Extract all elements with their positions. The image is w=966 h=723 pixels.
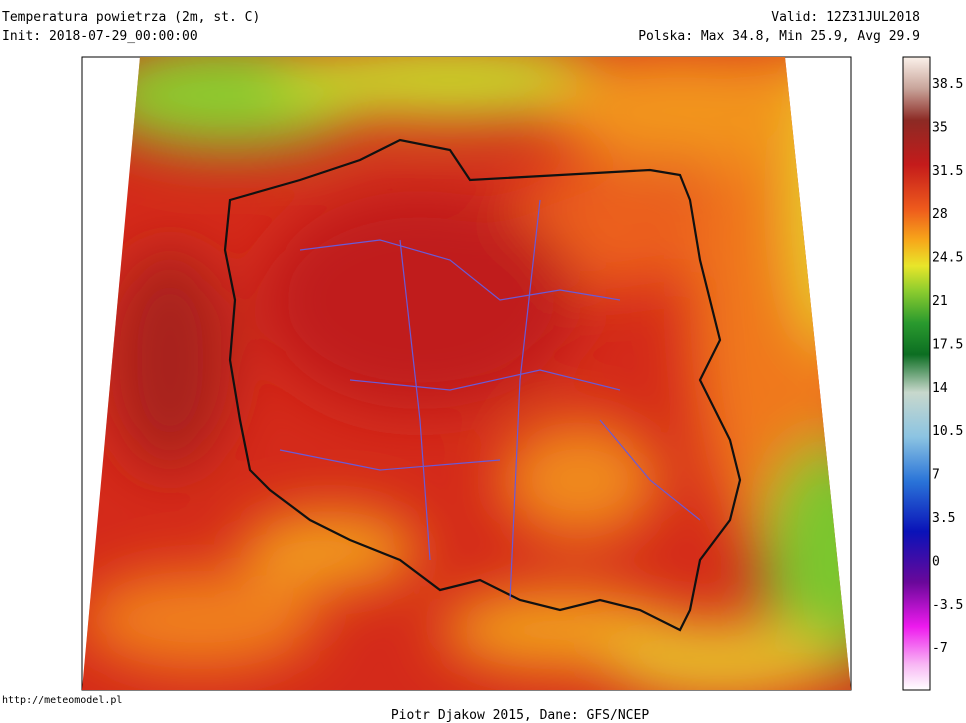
colorbar (902, 56, 931, 691)
temperature-field (82, 57, 851, 690)
colorbar-label: 0 (932, 554, 940, 569)
stats: Polska: Max 34.8, Min 25.9, Avg 29.9 (638, 29, 920, 44)
colorbar-label: 3.5 (932, 511, 955, 526)
colorbar-label: 24.5 (932, 251, 963, 266)
init-time: Init: 2018-07-29_00:00:00 (2, 29, 198, 44)
colorbar-label: 28 (932, 207, 948, 222)
colorbar-label: 17.5 (932, 337, 963, 352)
colorbar-label: 35 (932, 120, 948, 135)
colorbar-label: 7 (932, 468, 940, 483)
valid-time: Valid: 12Z31JUL2018 (771, 10, 920, 25)
colorbar-label: -3.5 (932, 598, 963, 613)
colorbar-label: -7 (932, 641, 948, 656)
title: Temperatura powietrza (2m, st. C) (2, 10, 260, 25)
colorbar-label: 10.5 (932, 424, 963, 439)
colorbar-label: 21 (932, 294, 948, 309)
country-border (223, 138, 742, 632)
colorbar-label: 31.5 (932, 164, 963, 179)
credit: Piotr Djakow 2015, Dane: GFS/NCEP (391, 708, 649, 723)
colorbar-label: 38.5 (932, 77, 963, 92)
source-url: http://meteomodel.pl (2, 695, 122, 706)
region-borders (279, 199, 701, 601)
colorbar-label: 14 (932, 381, 948, 396)
